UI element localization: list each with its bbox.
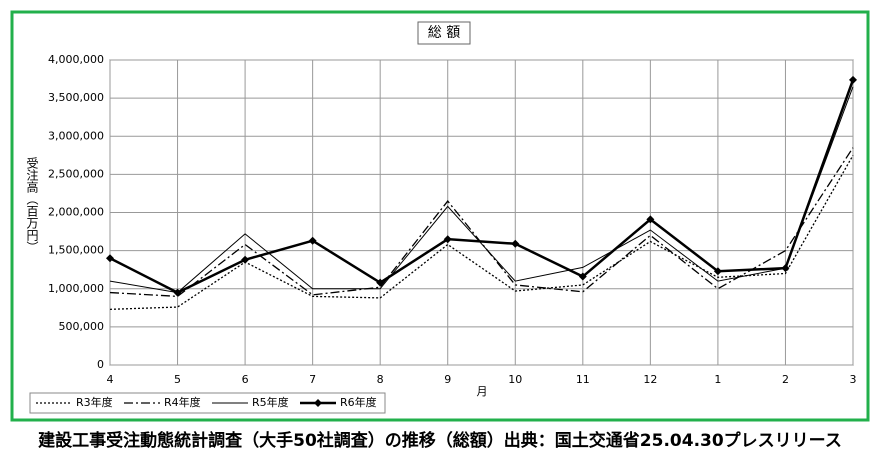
y-axis-label: 受注高（百万円） — [25, 157, 39, 253]
series-line — [109, 79, 855, 294]
x-tick-label: 11 — [576, 373, 590, 386]
marker — [781, 264, 790, 273]
y-tick-label: 2,000,000 — [48, 206, 104, 219]
y-tick-label: 4,000,000 — [48, 53, 104, 66]
legend-marker — [314, 399, 322, 407]
legend-box — [29, 392, 386, 414]
series-line — [109, 86, 854, 294]
series-line — [109, 154, 854, 310]
marker — [578, 272, 587, 281]
x-tick-label: 1 — [714, 373, 721, 386]
marker — [646, 215, 655, 224]
x-tick-label: 5 — [174, 373, 181, 386]
marker — [443, 235, 452, 244]
y-tick-label: 500,000 — [59, 320, 105, 333]
series-line — [109, 147, 854, 298]
x-tick-label: 12 — [643, 373, 657, 386]
x-tick-label: 3 — [850, 373, 857, 386]
x-tick-label: 9 — [444, 373, 451, 386]
y-tick-label: 1,000,000 — [48, 282, 104, 295]
marker — [308, 236, 317, 245]
x-tick-label: 6 — [242, 373, 249, 386]
marker — [106, 254, 114, 263]
y-tick-label: 2,500,000 — [48, 167, 104, 180]
x-tick-label: 2 — [782, 373, 789, 386]
y-tick-label: 3,000,000 — [48, 129, 104, 142]
y-tick-label: 1,500,000 — [48, 244, 104, 257]
y-tick-label: 3,500,000 — [48, 91, 104, 104]
caption: 建設工事受注動態統計調査（大手50社調査）の推移（総額）出典：国土交通省25.0… — [38, 430, 842, 451]
marker — [376, 278, 385, 287]
legend-label: R5年度 — [252, 395, 289, 409]
marker — [511, 239, 520, 248]
x-tick-label: 4 — [107, 373, 114, 386]
legend-label: R3年度 — [76, 395, 113, 409]
marker — [173, 288, 182, 297]
x-tick-label: 10 — [508, 373, 522, 386]
y-tick-label: 0 — [97, 358, 104, 371]
legend-label: R6年度 — [340, 395, 377, 409]
marker — [713, 267, 722, 276]
x-tick-label: 8 — [377, 373, 384, 386]
marker — [241, 255, 250, 264]
x-axis-label: 月 — [477, 385, 488, 398]
marker — [849, 75, 857, 84]
legend-label: R4年度 — [164, 395, 201, 409]
title-box — [417, 21, 471, 45]
chart-title: 総 額 — [428, 25, 460, 41]
x-tick-label: 7 — [309, 373, 316, 386]
